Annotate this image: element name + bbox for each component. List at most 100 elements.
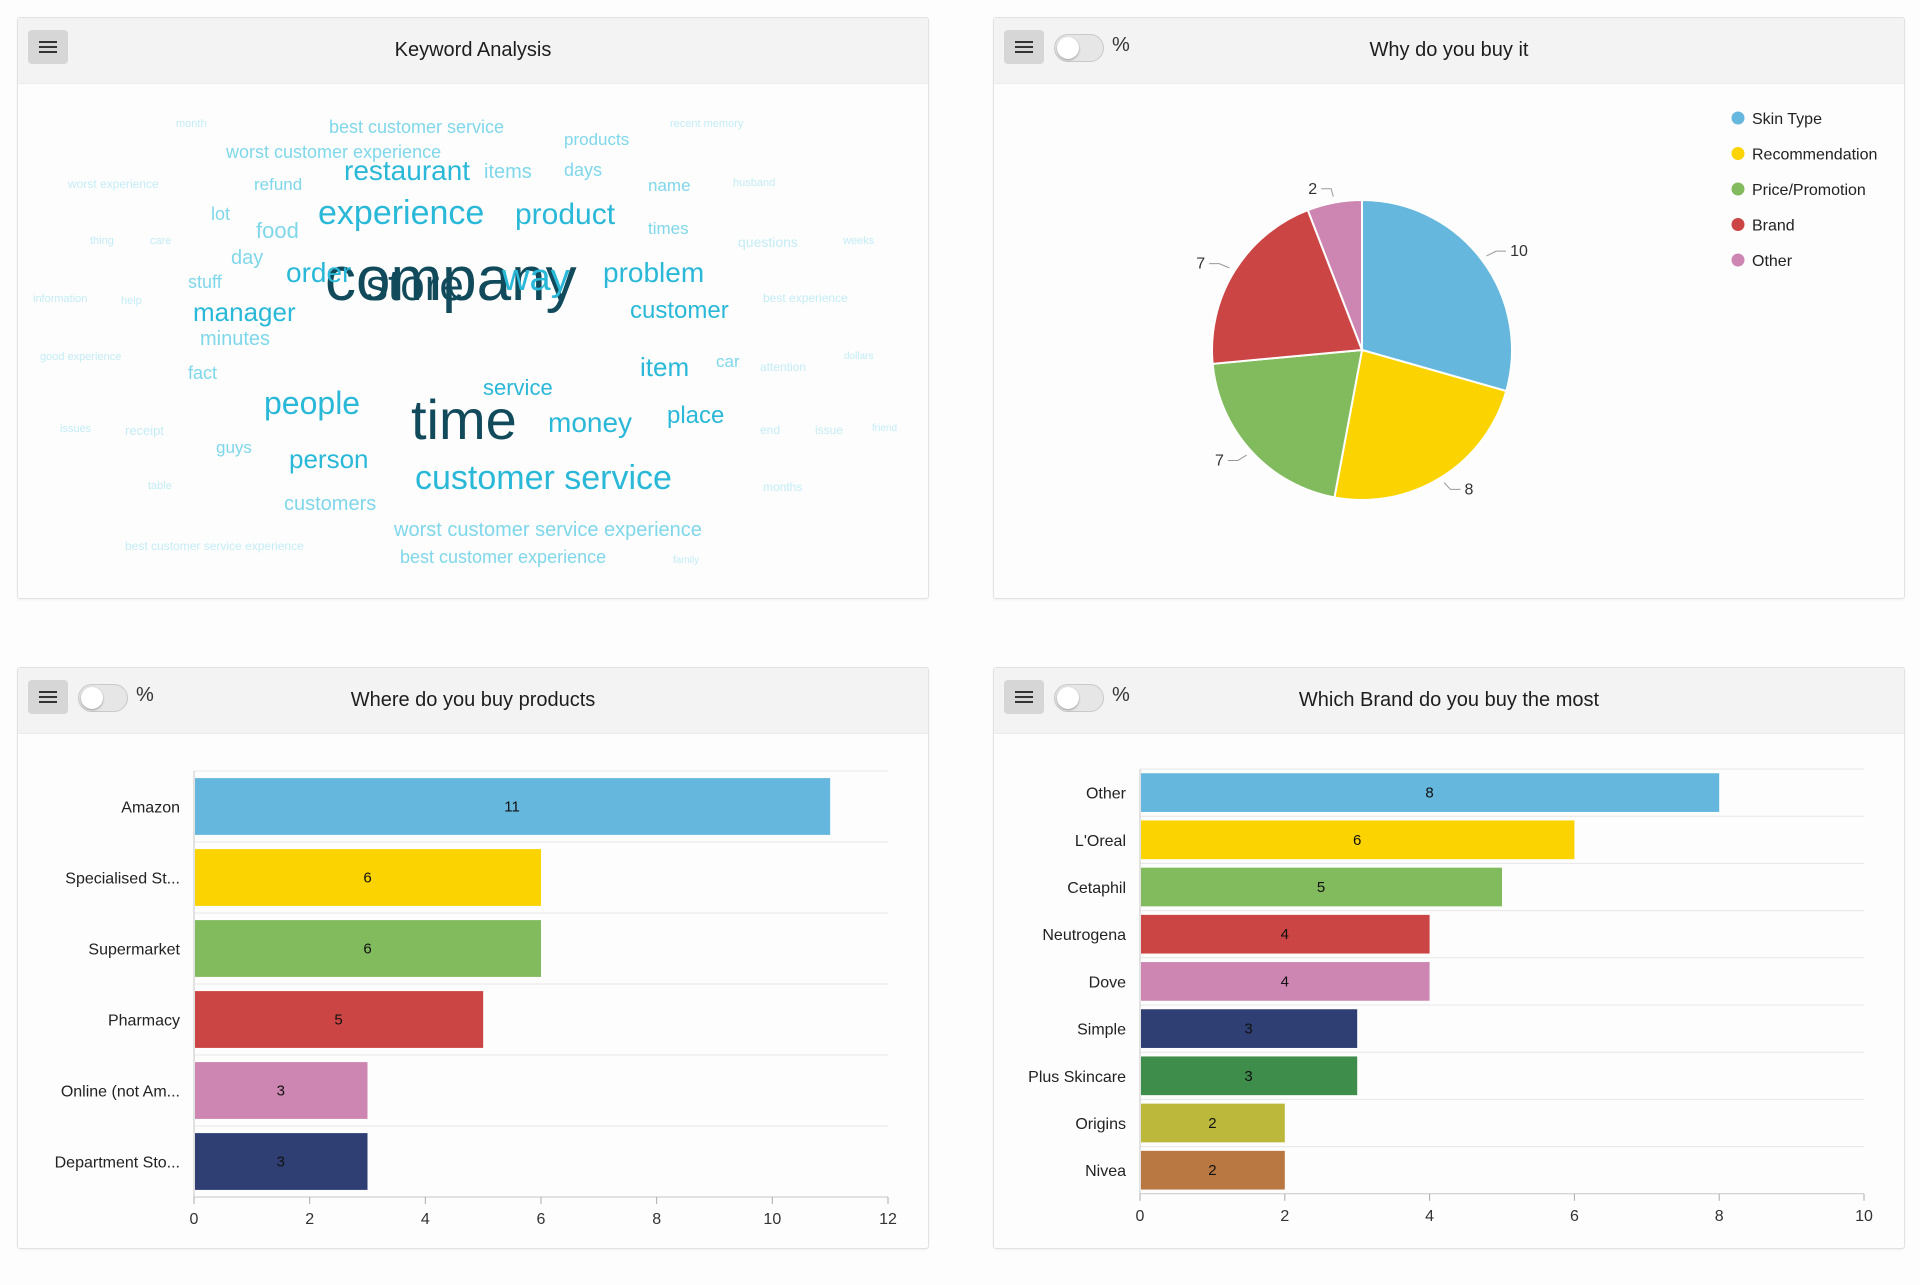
bar-online-not-am[interactable] bbox=[195, 1062, 368, 1119]
percent-toggle[interactable] bbox=[1054, 684, 1104, 712]
category-label: Origins bbox=[1075, 1116, 1126, 1133]
bar-value-label: 5 bbox=[1317, 879, 1325, 896]
category-label: Nivea bbox=[1085, 1163, 1126, 1180]
legend-label: Recommendation bbox=[1752, 147, 1877, 164]
bar-specialised-st[interactable] bbox=[195, 849, 541, 906]
percent-label: % bbox=[1112, 684, 1130, 706]
word-person: person bbox=[289, 444, 369, 474]
pie-slice-brand[interactable] bbox=[1211, 208, 1364, 365]
legend-item-recommendation[interactable]: Recommendation bbox=[1731, 147, 1878, 164]
word-people: people bbox=[264, 385, 361, 421]
word-fact: fact bbox=[188, 363, 218, 383]
pie-slice-price-promotion[interactable] bbox=[1211, 348, 1364, 499]
word-customers: customers bbox=[284, 493, 377, 515]
bar-l-oreal[interactable] bbox=[1141, 820, 1575, 860]
bar-dove[interactable] bbox=[1141, 962, 1430, 1001]
menu-icon[interactable] bbox=[28, 680, 68, 714]
word-recent-memory: recent memory bbox=[670, 118, 744, 130]
word-best-customer-service-experience: best customer service experience bbox=[125, 539, 304, 553]
x-tick-label: 8 bbox=[652, 1211, 661, 1228]
word-items: items bbox=[484, 161, 532, 183]
pie-slice-recommendation[interactable] bbox=[1333, 348, 1508, 501]
bar-pharmacy[interactable] bbox=[195, 991, 484, 1048]
word-guys: guys bbox=[216, 438, 252, 457]
percent-toggle[interactable] bbox=[1054, 34, 1104, 62]
pie-slice-other[interactable] bbox=[1306, 198, 1363, 351]
brand-panel: Which Brand do you buy the most % 0 2 4 6 8 1… bbox=[993, 667, 1905, 1249]
word-attention: attention bbox=[760, 360, 807, 374]
legend-item-other[interactable]: Other bbox=[1731, 253, 1793, 270]
menu-icon[interactable] bbox=[1004, 680, 1044, 714]
word-husband: husband bbox=[733, 177, 776, 189]
legend-item-price-promotion[interactable]: Price/Promotion bbox=[1731, 182, 1866, 199]
legend-marker bbox=[1731, 218, 1745, 231]
category-label: Neutrogena bbox=[1042, 927, 1126, 944]
bar-value-label: 3 bbox=[1244, 1068, 1252, 1085]
pie-data-label: 8 bbox=[1464, 481, 1473, 498]
toggle-knob bbox=[1057, 37, 1079, 59]
bar-cetaphil[interactable] bbox=[1141, 867, 1502, 907]
toggle-knob bbox=[1057, 687, 1079, 709]
word-best-experience: best experience bbox=[763, 291, 848, 305]
bar-other[interactable] bbox=[1141, 773, 1720, 812]
word-days: days bbox=[564, 160, 603, 180]
word-refund: refund bbox=[254, 175, 303, 194]
legend-item-brand[interactable]: Brand bbox=[1731, 218, 1795, 235]
word-manager: manager bbox=[193, 297, 296, 327]
legend-item-skin-type[interactable]: Skin Type bbox=[1731, 111, 1823, 128]
bar-plus-skincare[interactable] bbox=[1141, 1056, 1358, 1096]
bar-simple[interactable] bbox=[1141, 1009, 1358, 1048]
bar-department-sto[interactable] bbox=[195, 1133, 368, 1190]
panel-title: Where do you buy products bbox=[350, 689, 596, 711]
bar-neutrogena[interactable] bbox=[1141, 914, 1430, 954]
word-table: table bbox=[148, 480, 172, 492]
word-issues: issues bbox=[60, 423, 92, 435]
word-help: help bbox=[121, 295, 142, 307]
x-tick-label: 6 bbox=[1570, 1208, 1579, 1225]
word-best-customer-experience: best customer experience bbox=[400, 547, 607, 567]
word-store: store bbox=[366, 261, 464, 310]
bar-value-label: 5 bbox=[334, 1012, 342, 1029]
word-experience: experience bbox=[318, 194, 485, 232]
category-label: Specialised St... bbox=[65, 871, 180, 888]
bar-value-label: 3 bbox=[277, 1083, 285, 1100]
pie-connector bbox=[1443, 482, 1461, 490]
legend-marker bbox=[1731, 182, 1745, 196]
pie-slice-skin-type[interactable] bbox=[1361, 198, 1513, 393]
word-end: end bbox=[760, 423, 781, 437]
bar-value-label: 6 bbox=[363, 870, 371, 887]
word-month: month bbox=[176, 118, 207, 130]
bar-supermarket[interactable] bbox=[195, 920, 541, 977]
word-dollars: dollars bbox=[844, 351, 874, 362]
menu-icon[interactable] bbox=[28, 30, 68, 64]
word-order: order bbox=[286, 257, 352, 288]
bar-origins[interactable] bbox=[1141, 1103, 1285, 1143]
word-worst-customer-service-experience: worst customer service experience bbox=[394, 519, 702, 541]
legend-label: Skin Type bbox=[1752, 111, 1822, 128]
panel-header bbox=[18, 18, 928, 84]
word-cloud: company time store way experience customer se… bbox=[18, 84, 928, 598]
legend-label: Other bbox=[1752, 253, 1793, 270]
brand-bar-chart: 0 2 4 6 8 10 8 Other 6 L'Oreal 5 Cetaphil 4 Neutrogen… bbox=[1028, 768, 1873, 1225]
word-stuff: stuff bbox=[188, 272, 222, 292]
bar-value-label: 4 bbox=[1281, 926, 1289, 943]
x-tick-label: 10 bbox=[763, 1211, 781, 1228]
word-good-experience: good experience bbox=[40, 351, 122, 363]
x-tick-label: 8 bbox=[1715, 1208, 1724, 1225]
percent-toggle[interactable] bbox=[78, 684, 128, 712]
panel-title: Keyword Analysis bbox=[394, 39, 552, 61]
menu-icon[interactable] bbox=[1004, 30, 1044, 64]
word-issue: issue bbox=[815, 423, 844, 437]
legend-label: Price/Promotion bbox=[1752, 182, 1866, 199]
bar-nivea[interactable] bbox=[1141, 1150, 1285, 1190]
category-label: Supermarket bbox=[88, 942, 180, 959]
category-label: Dove bbox=[1089, 974, 1126, 991]
word-way: way bbox=[502, 257, 570, 299]
pie-data-label: 7 bbox=[1196, 256, 1205, 273]
word-money: money bbox=[548, 407, 633, 438]
bar-value-label: 6 bbox=[1353, 832, 1361, 849]
word-time: time bbox=[411, 388, 517, 451]
pie-data-label: 7 bbox=[1215, 452, 1224, 469]
bar-value-label: 2 bbox=[1208, 1162, 1216, 1179]
bar-amazon[interactable] bbox=[195, 778, 831, 835]
